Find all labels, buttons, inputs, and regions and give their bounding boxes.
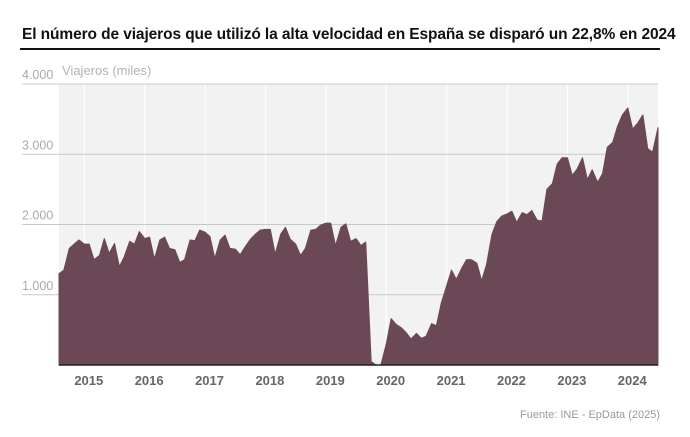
chart-title: El número de viajeros que utilizó la alt… — [22, 26, 676, 43]
y-tick-label: 4.000 — [22, 68, 53, 82]
y-tick-label: 1.000 — [22, 279, 53, 293]
x-tick-label: 2018 — [255, 373, 284, 388]
y-axis-label: Viajeros (miles) — [62, 63, 151, 78]
x-tick-label: 2023 — [557, 373, 586, 388]
x-tick-label: 2016 — [135, 373, 164, 388]
x-tick-label: 2024 — [618, 373, 648, 388]
x-tick-label: 2019 — [316, 373, 345, 388]
x-tick-label: 2022 — [497, 373, 526, 388]
y-tick-labels: 1.000 2.000 3.000 4.000 — [22, 68, 53, 293]
y-tick-label: 2.000 — [22, 209, 53, 223]
title-rule — [20, 48, 660, 50]
area-series — [58, 107, 659, 366]
y-tick-label: 3.000 — [22, 138, 53, 152]
x-tick-label: 2017 — [195, 373, 224, 388]
x-tick-label: 2020 — [376, 373, 405, 388]
x-tick-label: 2015 — [74, 373, 103, 388]
x-tick-labels: 2015 2016 2017 2018 2019 2020 2021 2022 2023 2024 — [74, 373, 647, 388]
x-tick-label: 2021 — [437, 373, 466, 388]
source-note: Fuente: INE - EpData (2025) — [520, 409, 660, 421]
